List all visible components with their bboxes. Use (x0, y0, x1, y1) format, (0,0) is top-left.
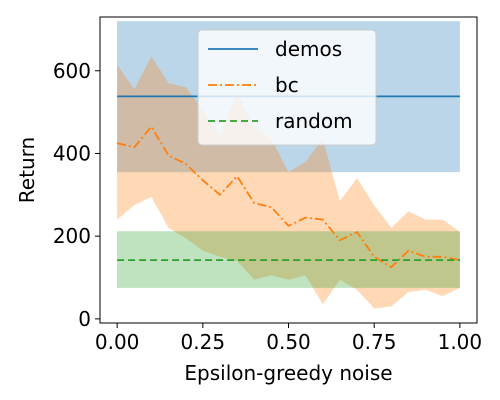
y-tick-label: 200 (53, 224, 91, 248)
x-tick-label: 0.00 (95, 330, 140, 354)
legend-box (197, 29, 377, 146)
bc-series-line (116, 125, 461, 269)
y-ticks: 0 200 400 600 (53, 59, 100, 331)
legend: demos bc random (197, 29, 377, 146)
y-tick-label: 0 (78, 307, 91, 331)
legend-bc-label: bc (275, 73, 299, 97)
legend-demos-label: demos (275, 37, 342, 61)
x-tick-label: 0.50 (266, 330, 311, 354)
legend-random-label: random (275, 109, 353, 133)
legend-items: demos bc random (208, 37, 353, 133)
x-axis-label: Epsilon-greedy noise (184, 361, 392, 385)
x-tick-label: 0.25 (181, 330, 226, 354)
x-ticks: 0.00 0.25 0.50 0.75 1.00 (95, 323, 482, 354)
x-tick-label: 0.75 (352, 330, 397, 354)
y-tick-label: 600 (53, 59, 91, 83)
y-axis-label: Return (15, 137, 39, 203)
y-tick-label: 400 (53, 141, 91, 165)
x-tick-label: 1.00 (438, 330, 483, 354)
